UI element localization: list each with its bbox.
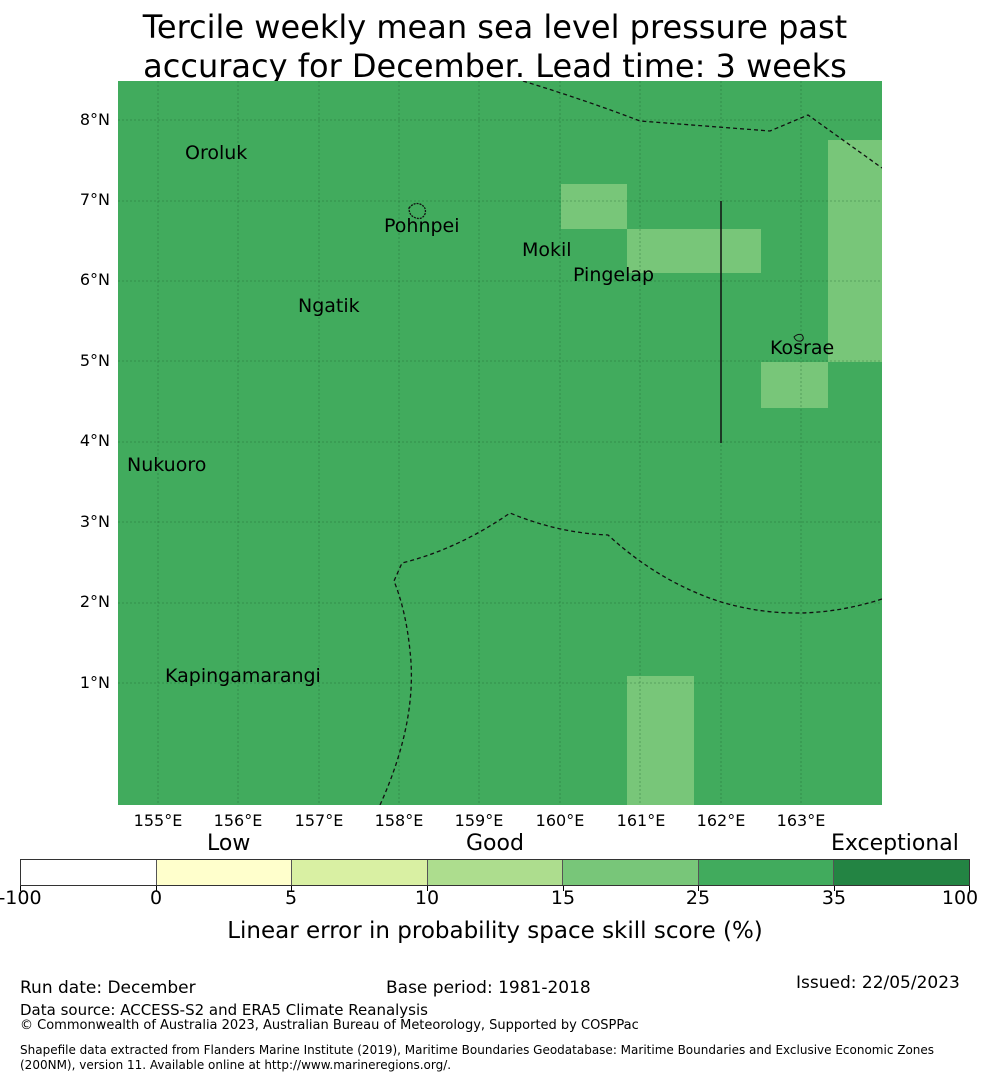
lat-label-1n: 1°N — [79, 673, 110, 692]
colorbar-tickmark — [834, 886, 835, 891]
shapefile-credit-line-1: Shapefile data extracted from Flanders M… — [20, 1043, 935, 1057]
place-mokil: Mokil — [522, 239, 572, 261]
colorbar-tickmark — [698, 886, 699, 891]
colorbar-tick-label: 15 — [550, 887, 576, 909]
colorbar-tick-label: 25 — [685, 887, 711, 909]
shapefile-credit-line-2: (200NM), version 11. Available online at… — [20, 1058, 452, 1072]
colorbar-segment — [21, 860, 157, 885]
graticule — [118, 81, 882, 805]
legend-category-exceptional: Exceptional — [831, 831, 959, 856]
lat-label-3n: 3°N — [79, 512, 110, 531]
kosrae-island-outline — [793, 333, 804, 342]
lon-label-162e: 162°E — [696, 811, 746, 830]
colorbar-tickmark — [20, 886, 21, 891]
colorbar-segment — [292, 860, 428, 885]
data-source: Data source: ACCESS-S2 and ERA5 Climate … — [20, 1001, 428, 1019]
colorbar-segment — [698, 860, 835, 885]
skill-cell — [828, 140, 882, 362]
colorbar-segment — [427, 860, 564, 885]
place-ngatik: Ngatik — [298, 295, 360, 317]
colorbar-tick-label: 10 — [414, 887, 440, 909]
map-panel — [118, 81, 882, 805]
colorbar-tickmark — [969, 886, 970, 891]
place-pohnpei: Pohnpei — [384, 215, 460, 237]
lon-label-155e: 155°E — [133, 811, 183, 830]
colorbar-tickmark — [427, 886, 428, 891]
colorbar-segment — [563, 860, 699, 885]
copyright: © Commonwealth of Australia 2023, Austra… — [20, 1018, 639, 1033]
title-line-2: accuracy for December. Lead time: 3 week… — [143, 47, 847, 85]
skill-cell — [561, 184, 627, 229]
colorbar-tick-label: 35 — [821, 887, 847, 909]
lat-label-4n: 4°N — [79, 431, 110, 450]
legend-category-low: Low — [207, 831, 251, 856]
title-line-1: Tercile weekly mean sea level pressure p… — [142, 8, 848, 46]
legend-category-good: Good — [466, 831, 524, 856]
colorbar — [20, 859, 970, 886]
pohnpei-island-outline — [408, 202, 427, 220]
lon-label-160e: 160°E — [535, 811, 585, 830]
map-title: Tercile weekly mean sea level pressure p… — [0, 8, 990, 86]
colorbar-label: Linear error in probability space skill … — [227, 918, 763, 944]
run-date: Run date: December — [20, 978, 196, 998]
lon-label-161e: 161°E — [616, 811, 666, 830]
map-canvas — [118, 81, 882, 805]
colorbar-tickmark — [291, 886, 292, 891]
place-kosrae: Kosrae — [770, 337, 835, 359]
place-pingelap: Pingelap — [573, 264, 655, 286]
skill-cell — [761, 362, 828, 408]
lon-label-163e: 163°E — [776, 811, 826, 830]
lat-label-2n: 2°N — [79, 592, 110, 611]
lon-label-158e: 158°E — [374, 811, 424, 830]
colorbar-tick-label: 5 — [284, 887, 298, 909]
colorbar-tick-label: 0 — [149, 887, 163, 909]
lon-label-156e: 156°E — [213, 811, 263, 830]
lat-label-6n: 6°N — [79, 270, 110, 289]
shapefile-credit: Shapefile data extracted from Flanders M… — [20, 1043, 980, 1073]
eez-boundary — [379, 81, 882, 805]
place-kapingamarangi: Kapingamarangi — [165, 665, 321, 687]
skill-cell — [627, 676, 694, 805]
lat-label-8n: 8°N — [79, 110, 110, 129]
lon-label-159e: 159°E — [454, 811, 504, 830]
skill-cell — [627, 229, 761, 273]
place-oroluk: Oroluk — [185, 142, 248, 164]
place-nukuoro: Nukuoro — [127, 454, 207, 476]
lon-label-157e: 157°E — [294, 811, 344, 830]
base-period: Base period: 1981-2018 — [386, 978, 591, 998]
lat-label-7n: 7°N — [79, 190, 110, 209]
colorbar-tickmark — [156, 886, 157, 891]
colorbar-segment — [834, 860, 970, 885]
colorbar-tick-label: -100 — [0, 887, 42, 909]
colorbar-segment — [156, 860, 293, 885]
colorbar-tickmark — [563, 886, 564, 891]
lat-label-5n: 5°N — [79, 351, 110, 370]
issued-date: Issued: 22/05/2023 — [796, 973, 960, 993]
colorbar-tick-label: 100 — [941, 887, 979, 909]
